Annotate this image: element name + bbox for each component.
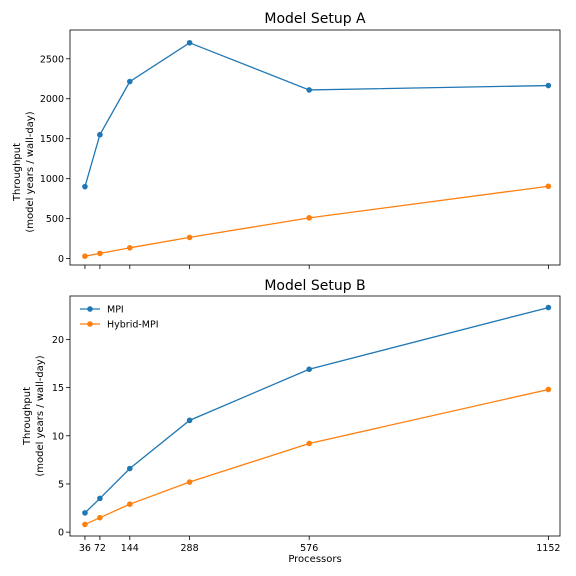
data-point-hybrid <box>126 501 133 507</box>
x-tick-label: 72 <box>94 543 106 554</box>
data-point-hybrid <box>82 521 88 528</box>
data-point-hybrid <box>97 514 103 521</box>
panel-model-setup-a: Model Setup A Throughput (model years / … <box>12 11 561 269</box>
data-point-mpi <box>82 510 88 516</box>
data-point-hybrid <box>186 234 193 241</box>
y-axis-label-line-2: (model years / wall-day) <box>35 355 46 476</box>
data-point-mpi <box>97 131 103 138</box>
data-point-hybrid <box>545 183 552 190</box>
x-axis-label: Processors <box>288 554 341 565</box>
data-point-mpi <box>186 417 193 424</box>
y-tick-label: 2500 <box>40 54 64 65</box>
y-ticks: 0 500 1000 1500 2000 2500 <box>40 54 70 265</box>
legend-label-mpi: MPI <box>107 305 124 316</box>
data-point-hybrid <box>126 245 133 251</box>
x-ticks: 36 72 144 288 576 1152 <box>79 536 560 554</box>
data-point-hybrid <box>545 386 552 393</box>
legend: MPI Hybrid-MPI <box>80 305 159 331</box>
y-tick-label: 10 <box>52 431 64 442</box>
data-point-mpi <box>545 82 552 89</box>
y-tick-label: 20 <box>52 335 64 346</box>
panel-model-setup-b: Model Setup B Throughput (model years / … <box>22 278 560 565</box>
y-tick-label: 15 <box>52 383 64 394</box>
y-axis-label-line-1: Throughput <box>22 387 33 446</box>
x-tick-label: 36 <box>79 543 91 554</box>
series-line-mpi <box>84 42 549 187</box>
x-ticks <box>84 265 549 269</box>
data-point-mpi <box>545 304 552 311</box>
x-tick-label: 1152 <box>536 543 560 554</box>
y-axis-label-line-1: Throughput <box>12 143 23 202</box>
data-point-hybrid <box>82 253 88 260</box>
data-point-hybrid <box>97 250 103 257</box>
series-layer <box>82 39 552 260</box>
data-point-mpi <box>126 78 133 85</box>
data-point-mpi <box>126 465 133 472</box>
chart-title: Model Setup A <box>264 11 366 27</box>
legend-marker-hybrid <box>87 321 93 327</box>
y-ticks: 0 5 10 15 20 <box>52 335 70 539</box>
x-tick-label: 144 <box>121 543 139 554</box>
chart-title: Model Setup B <box>264 278 365 294</box>
data-point-mpi <box>82 183 88 190</box>
y-tick-label: 0 <box>58 254 64 265</box>
data-point-hybrid <box>306 215 312 221</box>
data-point-mpi <box>306 366 312 373</box>
data-point-hybrid <box>306 440 312 447</box>
data-point-hybrid <box>186 479 193 485</box>
data-point-mpi <box>186 39 193 46</box>
series-line-mpi <box>84 306 549 514</box>
y-tick-label: 0 <box>58 528 64 539</box>
plot-frame <box>69 295 561 537</box>
x-tick-label: 576 <box>300 543 318 554</box>
legend-marker-mpi <box>87 306 93 312</box>
data-point-mpi <box>97 495 103 502</box>
y-tick-label: 2000 <box>40 94 64 105</box>
series-layer <box>82 304 552 528</box>
y-tick-label: 5 <box>58 479 64 490</box>
y-axis-label-line-2: (model years / wall-day) <box>25 111 36 232</box>
legend-label-hybrid: Hybrid-MPI <box>107 320 159 331</box>
y-tick-label: 1000 <box>40 174 64 185</box>
x-tick-label: 288 <box>181 543 199 554</box>
y-tick-label: 1500 <box>40 134 64 145</box>
y-tick-label: 500 <box>46 214 64 225</box>
plot-frame <box>69 29 561 266</box>
data-point-mpi <box>306 87 312 93</box>
